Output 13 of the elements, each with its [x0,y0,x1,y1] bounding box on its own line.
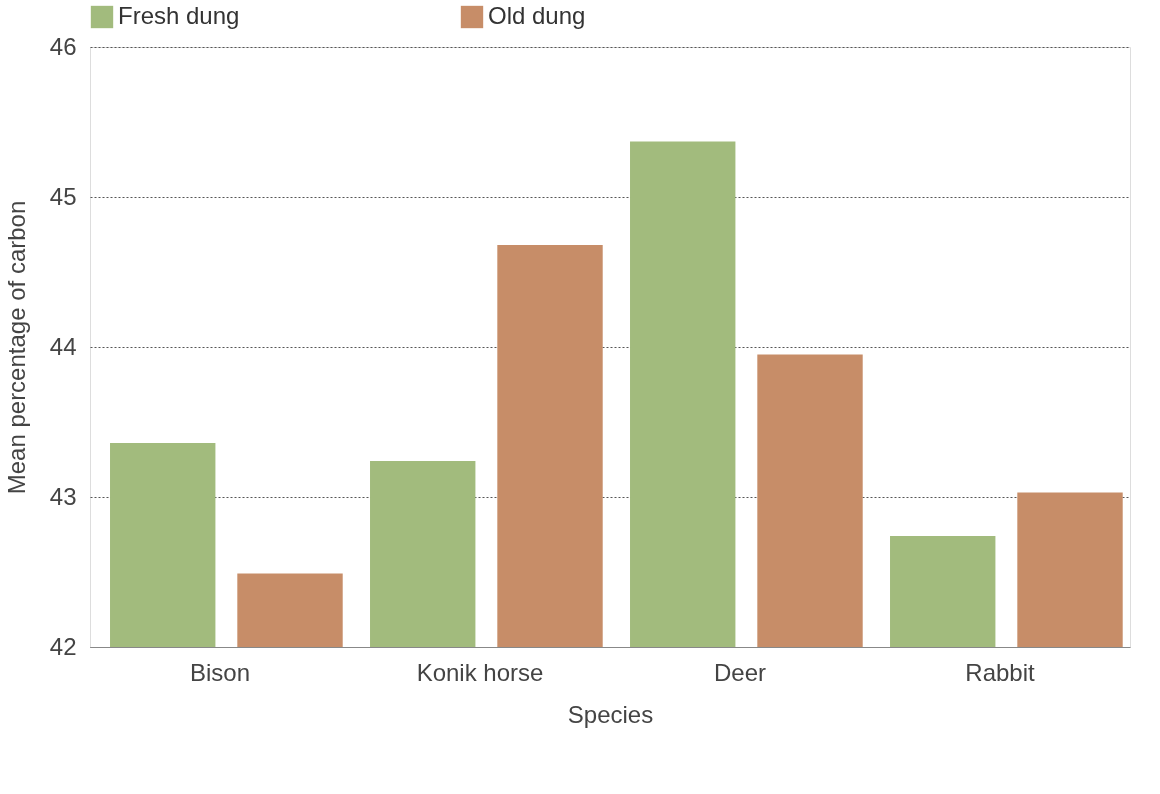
x-tick-label: Konik horse [416,658,544,686]
x-tick-label: Bison [189,658,251,686]
legend-label: Old dung [488,2,586,29]
y-tick-label: 42 [49,632,77,660]
y-tick-label: 46 [49,32,77,60]
y-tick-label: 43 [49,482,77,510]
x-tick-label: Deer [713,658,767,686]
x-tick-label: Rabbit [965,658,1036,686]
y-tick-label: 44 [49,332,77,360]
x-axis-title: Species [567,700,654,728]
legend-label: Fresh dung [118,2,240,29]
y-tick-label: 45 [49,182,77,210]
y-axis-title: Mean percentage of carbon [2,200,30,495]
